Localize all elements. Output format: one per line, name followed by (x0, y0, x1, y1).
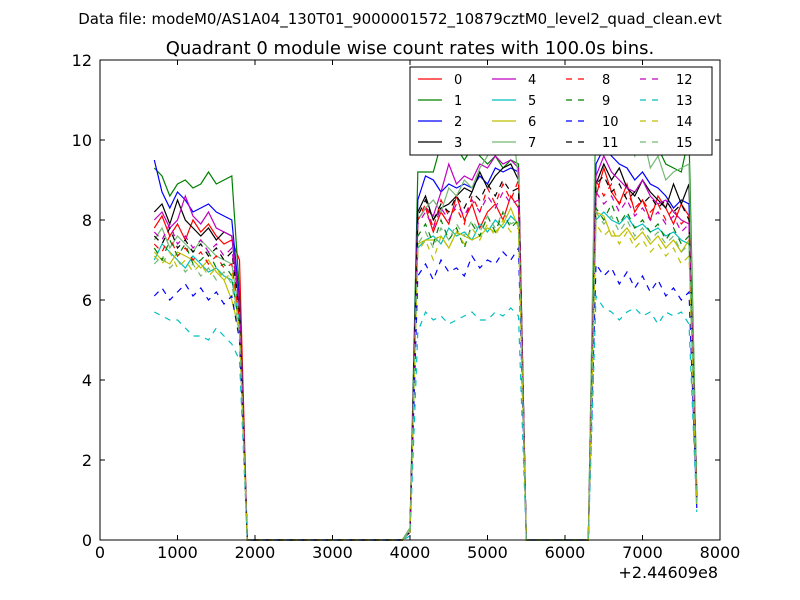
legend-label-14: 14 (676, 115, 693, 130)
x-tick-label: 0 (95, 543, 105, 562)
legend-label-8: 8 (602, 73, 610, 88)
x-tick-label: 4000 (390, 543, 431, 562)
y-tick-label: 4 (82, 371, 92, 390)
legend-label-4: 4 (528, 73, 536, 88)
legend-label-11: 11 (602, 136, 619, 151)
legend-box (409, 66, 713, 156)
y-tick-label: 12 (72, 51, 92, 70)
y-tick-label: 10 (72, 131, 92, 150)
x-tick-label: 3000 (312, 543, 353, 562)
legend-label-5: 5 (528, 94, 536, 109)
legend-label-1: 1 (454, 94, 462, 109)
legend-label-3: 3 (454, 136, 462, 151)
series-line-14 (153, 218, 698, 541)
y-tick-label: 6 (82, 291, 92, 310)
legend-label-12: 12 (676, 73, 693, 88)
series-line-4 (153, 154, 698, 541)
series-line-3 (153, 162, 698, 541)
series-line-2 (153, 146, 698, 541)
x-tick-label: 8000 (700, 543, 741, 562)
series-line-12 (153, 190, 698, 541)
chart-title: Quadrant 0 module wise count rates with … (166, 38, 655, 59)
x-tick-label: 2000 (235, 543, 276, 562)
legend-label-7: 7 (528, 136, 536, 151)
x-tick-label: 1000 (157, 543, 198, 562)
x-tick-label: 6000 (545, 543, 586, 562)
legend-label-10: 10 (602, 115, 619, 130)
x-tick-label: 5000 (467, 543, 508, 562)
suptitle: Data file: modeM0/AS1A04_130T01_90000015… (78, 10, 722, 29)
series-line-10 (153, 246, 698, 541)
legend-label-0: 0 (454, 73, 462, 88)
legend-label-6: 6 (528, 115, 536, 130)
series-line-6 (153, 206, 698, 541)
x-tick-label: 7000 (622, 543, 663, 562)
y-tick-label: 8 (82, 211, 92, 230)
series-line-11 (153, 174, 698, 541)
series-line-13 (154, 294, 698, 541)
legend-label-13: 13 (676, 94, 693, 109)
series-line-8 (153, 179, 698, 541)
legend-label-2: 2 (454, 115, 462, 130)
plot-area: 0 1000 2000 3000 4000 5000 6000 7000 80000246810… (72, 51, 741, 562)
x-offset-label: +2.44609e8 (618, 563, 718, 582)
legend-label-15: 15 (676, 136, 693, 151)
y-tick-label: 0 (82, 531, 92, 550)
legend-label-9: 9 (602, 94, 610, 109)
y-tick-label: 2 (82, 451, 92, 470)
